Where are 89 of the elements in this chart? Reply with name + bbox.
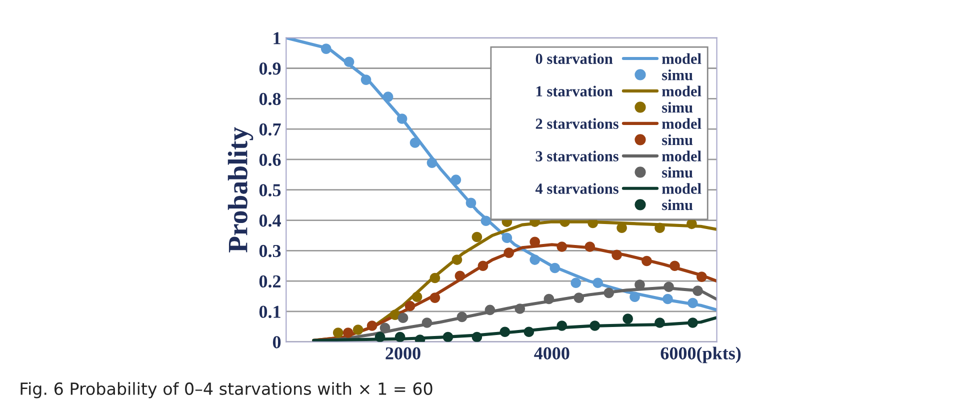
point	[344, 56, 354, 68]
point	[480, 216, 492, 226]
point	[472, 232, 482, 242]
point	[662, 294, 673, 304]
point	[642, 256, 652, 266]
point	[374, 332, 386, 342]
x-tick-label: 2000	[386, 347, 420, 360]
y-tick-label: 0.9	[259, 62, 281, 75]
point	[556, 320, 568, 331]
y-tick-label: 0.7	[259, 123, 281, 136]
point	[664, 282, 674, 292]
legend-label: simu	[662, 69, 693, 80]
point	[688, 318, 698, 328]
text: 1 starvation model	[536, 86, 702, 96]
point	[478, 260, 488, 272]
point	[360, 74, 372, 85]
point	[524, 326, 534, 337]
point	[688, 298, 698, 308]
point	[382, 92, 394, 102]
point	[612, 250, 622, 260]
y-tick-label: 0.3	[259, 244, 281, 258]
point	[454, 270, 466, 282]
point	[320, 44, 332, 54]
point	[430, 292, 440, 303]
point	[574, 292, 584, 303]
point	[692, 286, 703, 296]
y-tick-label: 0.5	[259, 184, 281, 196]
point	[502, 232, 512, 244]
point	[556, 242, 568, 252]
point	[450, 174, 462, 185]
point	[670, 260, 680, 272]
point	[604, 288, 614, 298]
point	[410, 138, 420, 148]
point	[394, 332, 406, 342]
point	[592, 278, 603, 288]
y-tick-label: 0.6	[259, 154, 281, 166]
legend-label: simu	[662, 134, 693, 146]
point	[686, 218, 697, 230]
point	[634, 280, 645, 290]
point	[452, 254, 462, 265]
point	[514, 304, 526, 314]
point	[550, 262, 560, 274]
point	[504, 248, 514, 258]
text: 4 starvations model	[535, 183, 702, 194]
y-tick-label: 0.1	[259, 306, 280, 318]
text: 2 starvations model	[536, 118, 702, 129]
x-tick-label: 6000(pkts)	[660, 346, 741, 364]
point	[422, 318, 432, 328]
point	[412, 292, 422, 302]
point	[442, 332, 454, 342]
legend-label: simu	[662, 102, 693, 113]
point	[390, 310, 400, 320]
y-tick-label: 0.4	[259, 214, 281, 227]
line-series	[312, 316, 717, 342]
point	[654, 222, 665, 234]
point	[584, 242, 596, 252]
point	[366, 320, 378, 331]
text: 0 starvation model	[536, 53, 702, 64]
caption: Fig. 6 Probability of 0–4 starvations with × 1 = 60	[20, 382, 432, 398]
legend-label: simu	[662, 199, 693, 210]
point	[484, 304, 496, 316]
point	[342, 328, 354, 338]
point	[544, 294, 554, 304]
text: 3 starvations model	[536, 150, 702, 162]
point	[396, 114, 408, 124]
point	[404, 300, 416, 312]
point	[570, 278, 582, 288]
point	[456, 312, 468, 322]
x-tick-label: 4000	[534, 347, 570, 360]
point	[654, 318, 665, 328]
y-tick-label: 0	[272, 336, 281, 348]
point	[430, 272, 440, 284]
point	[500, 326, 510, 337]
point	[590, 320, 600, 331]
point	[696, 272, 707, 282]
y-axis-title: Probablity	[228, 127, 254, 252]
point	[472, 332, 482, 342]
point	[398, 312, 408, 324]
y-tick-label: 1	[274, 32, 280, 44]
point	[352, 324, 364, 335]
point	[426, 158, 438, 168]
point	[630, 292, 640, 302]
point	[622, 314, 633, 324]
point	[466, 198, 476, 208]
point	[530, 254, 540, 265]
point	[332, 328, 344, 338]
legend-label: simu	[662, 166, 693, 178]
y-tick-label: 0.8	[259, 92, 281, 106]
y-tick-label: 0.2	[259, 275, 281, 288]
